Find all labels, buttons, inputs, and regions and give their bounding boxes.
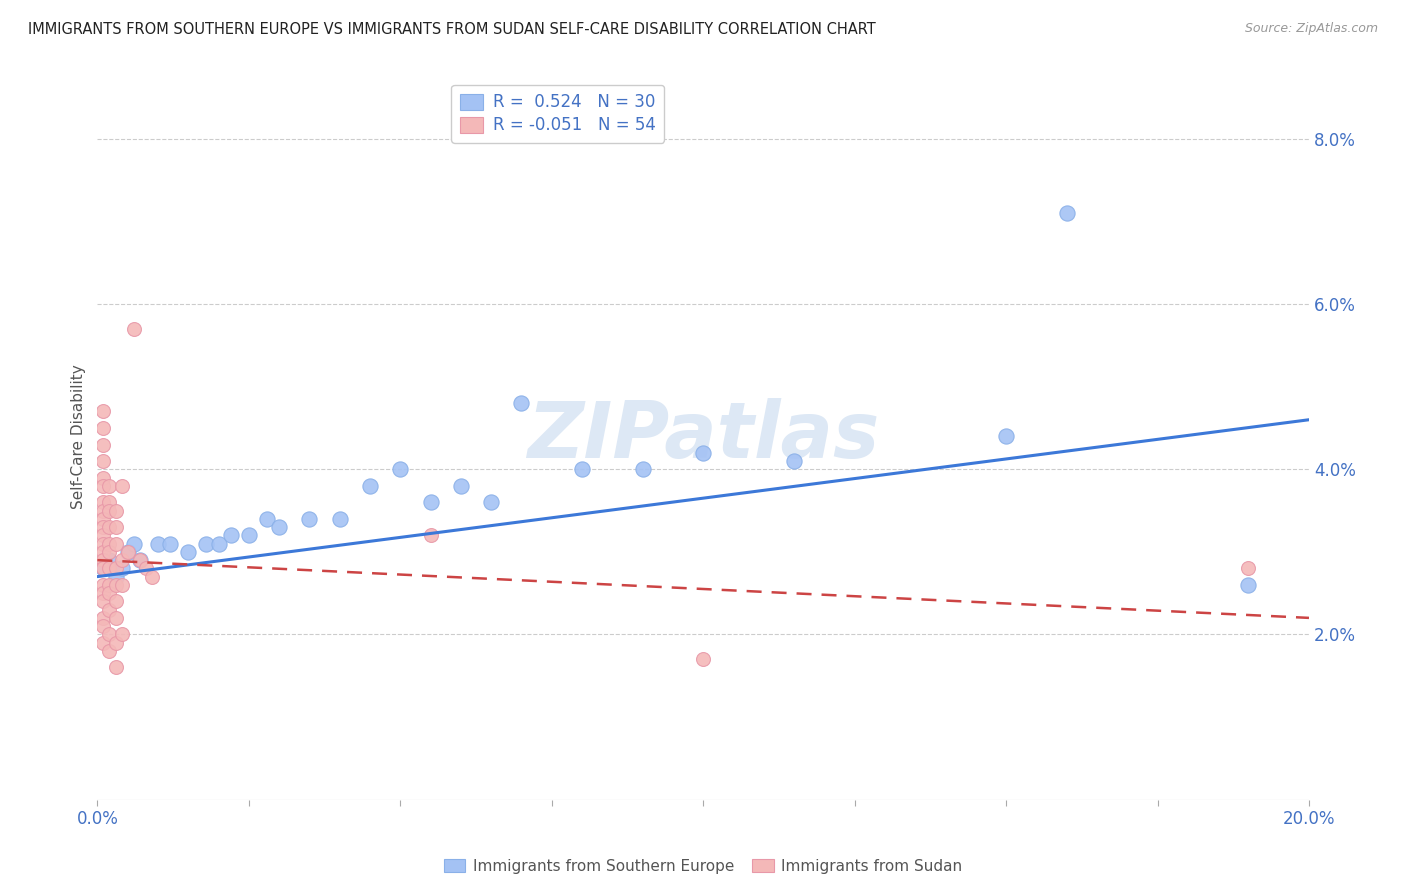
Point	[104, 520, 127, 534]
Point	[159, 536, 181, 550]
Point	[93, 454, 115, 468]
Point	[98, 586, 121, 600]
Point	[93, 437, 115, 451]
Point	[98, 644, 121, 658]
Point	[122, 536, 145, 550]
Point	[93, 578, 115, 592]
Point	[98, 520, 121, 534]
Point	[98, 479, 121, 493]
Point	[389, 462, 412, 476]
Point	[141, 569, 163, 583]
Point	[135, 561, 157, 575]
Point	[93, 536, 115, 550]
Point	[359, 479, 381, 493]
Point	[110, 578, 132, 592]
Point	[93, 553, 115, 567]
Point	[98, 561, 121, 575]
Point	[104, 536, 127, 550]
Point	[104, 561, 127, 575]
Point	[219, 528, 242, 542]
Point	[93, 520, 115, 534]
Point	[93, 479, 115, 493]
Point	[269, 520, 291, 534]
Point	[93, 503, 115, 517]
Point	[93, 635, 115, 649]
Y-axis label: Self-Care Disability: Self-Care Disability	[72, 364, 86, 508]
Point	[122, 322, 145, 336]
Point	[479, 495, 502, 509]
Point	[93, 561, 115, 575]
Point	[177, 545, 200, 559]
Point	[98, 503, 121, 517]
Point	[93, 470, 115, 484]
Point	[98, 536, 121, 550]
Point	[104, 594, 127, 608]
Point	[104, 578, 127, 592]
Point	[93, 611, 115, 625]
Point	[98, 495, 121, 509]
Point	[93, 495, 115, 509]
Point	[692, 446, 714, 460]
Point	[104, 503, 127, 517]
Point	[1237, 561, 1260, 575]
Point	[104, 635, 127, 649]
Point	[692, 652, 714, 666]
Point	[93, 586, 115, 600]
Point	[110, 561, 132, 575]
Point	[93, 594, 115, 608]
Point	[93, 545, 115, 559]
Point	[93, 512, 115, 526]
Text: IMMIGRANTS FROM SOUTHERN EUROPE VS IMMIGRANTS FROM SUDAN SELF-CARE DISABILITY CO: IMMIGRANTS FROM SOUTHERN EUROPE VS IMMIG…	[28, 22, 876, 37]
Legend: Immigrants from Southern Europe, Immigrants from Sudan: Immigrants from Southern Europe, Immigra…	[437, 853, 969, 880]
Point	[450, 479, 472, 493]
Point	[93, 561, 115, 575]
Point	[631, 462, 654, 476]
Point	[117, 545, 139, 559]
Point	[128, 553, 150, 567]
Point	[98, 578, 121, 592]
Point	[783, 454, 806, 468]
Text: Source: ZipAtlas.com: Source: ZipAtlas.com	[1244, 22, 1378, 36]
Point	[128, 553, 150, 567]
Point	[238, 528, 260, 542]
Point	[93, 619, 115, 633]
Point	[98, 545, 121, 559]
Point	[104, 569, 127, 583]
Point	[98, 602, 121, 616]
Point	[1237, 578, 1260, 592]
Point	[110, 553, 132, 567]
Point	[93, 421, 115, 435]
Point	[298, 512, 321, 526]
Point	[1056, 206, 1078, 220]
Legend: R =  0.524   N = 30, R = -0.051   N = 54: R = 0.524 N = 30, R = -0.051 N = 54	[451, 85, 664, 143]
Point	[146, 536, 169, 550]
Point	[110, 479, 132, 493]
Point	[93, 404, 115, 418]
Point	[419, 495, 441, 509]
Point	[104, 660, 127, 674]
Point	[329, 512, 352, 526]
Point	[571, 462, 593, 476]
Point	[256, 512, 278, 526]
Point	[995, 429, 1018, 443]
Point	[98, 627, 121, 641]
Point	[195, 536, 218, 550]
Point	[510, 396, 533, 410]
Point	[110, 627, 132, 641]
Point	[104, 611, 127, 625]
Point	[93, 528, 115, 542]
Text: ZIPatlas: ZIPatlas	[527, 398, 879, 475]
Point	[98, 553, 121, 567]
Point	[207, 536, 229, 550]
Point	[117, 545, 139, 559]
Point	[419, 528, 441, 542]
